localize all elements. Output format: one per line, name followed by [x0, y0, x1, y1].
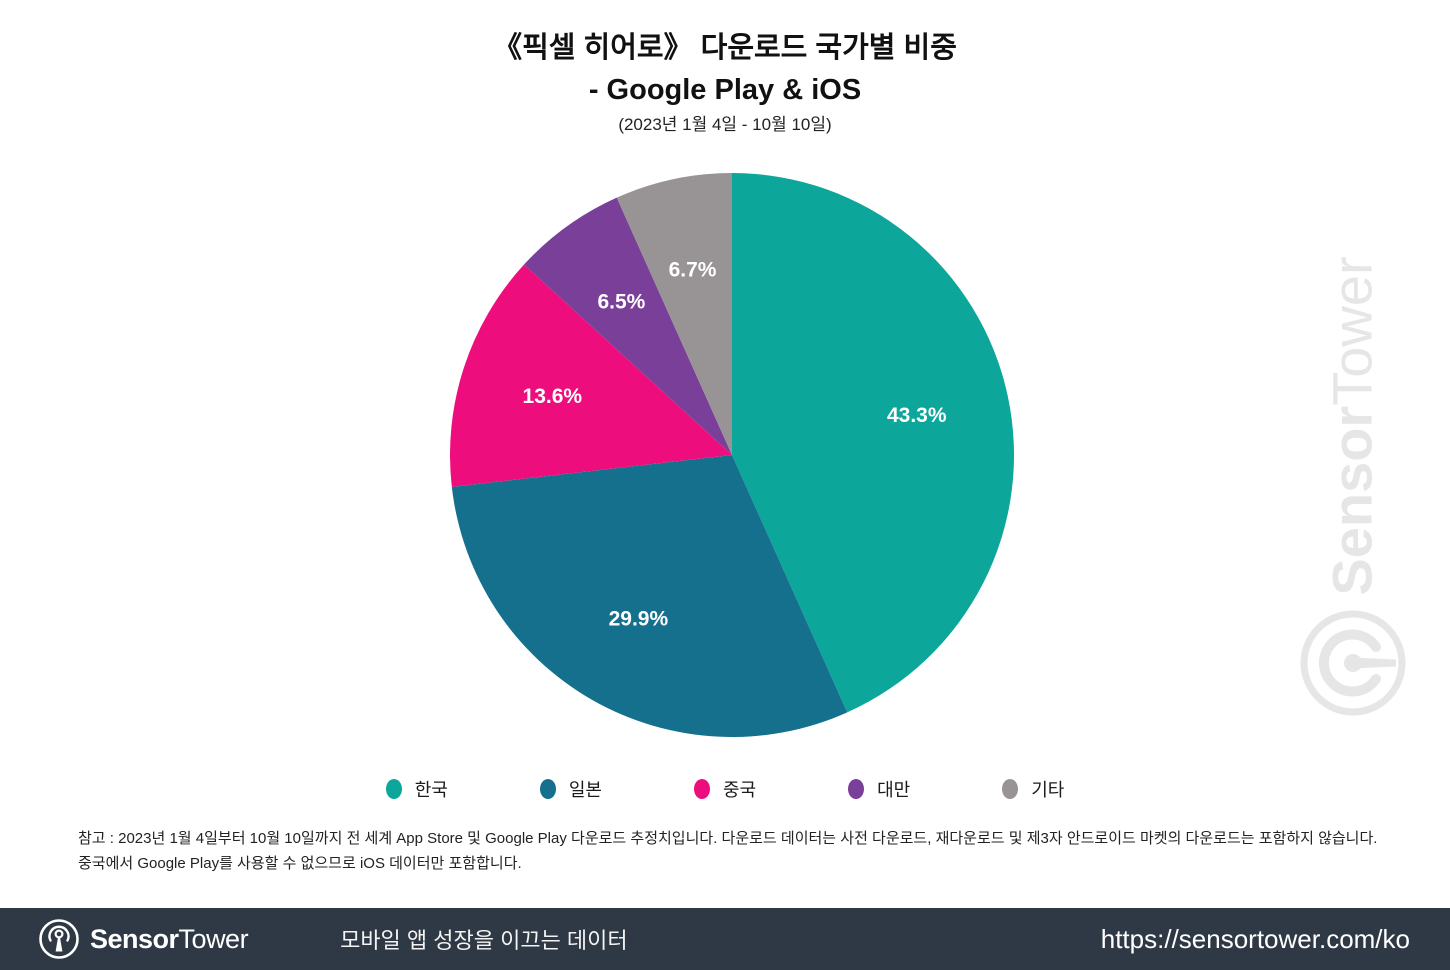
legend-dot-icon: [539, 779, 556, 799]
pie-slice-label-기타: 6.7%: [669, 259, 717, 282]
footnote: 참고 : 2023년 1월 4일부터 10월 10일까지 전 세계 App St…: [78, 826, 1388, 876]
chart-subtitle: (2023년 1월 4일 - 10월 10일): [618, 115, 832, 134]
footer-bar: SensorTower 모바일 앱 성장을 이끄는 데이터 https://se…: [0, 908, 1450, 970]
pie-slice-기타: [616, 173, 732, 455]
legend-item-대만: 대만: [848, 776, 910, 802]
chart-header: 《픽셀 히어로》 다운로드 국가별 비중 - Google Play & iOS…: [0, 27, 1450, 139]
pie-slice-한국: [732, 173, 1014, 713]
watermark-brand-regular: Tower: [1320, 256, 1384, 406]
legend-label: 중국: [722, 780, 757, 800]
footer-brand-text: SensorTower: [90, 923, 249, 955]
legend-dot-icon: [693, 779, 710, 799]
legend-item-중국: 중국: [693, 776, 757, 802]
footer-url-link[interactable]: https://sensortower.com/ko: [1100, 923, 1410, 954]
footnote-line1: 참고 : 2023년 1월 4일부터 10월 10일까지 전 세계 App St…: [78, 830, 1378, 847]
footnote-line2: 중국에서 Google Play를 사용할 수 없으므로 iOS 데이터만 포함…: [78, 855, 522, 872]
chart-title-line2: - Google Play & iOS: [588, 74, 862, 106]
footer-tagline: 모바일 앱 성장을 이끄는 데이터: [340, 928, 628, 953]
legend-dot-icon: [848, 779, 865, 799]
legend-item-한국: 한국: [385, 776, 448, 802]
legend-dot-icon: [385, 779, 402, 799]
legend-label: 한국: [414, 780, 448, 800]
pie-slice-중국: [450, 264, 732, 487]
legend-label: 기타: [1031, 780, 1065, 800]
footer-brand-regular: Tower: [178, 923, 249, 954]
chart-legend: 한국 일본 중국 대만 기타: [0, 776, 1450, 802]
pie-slice-label-대만: 6.5%: [597, 290, 645, 313]
pie-slice-label-한국: 43.3%: [887, 404, 947, 427]
legend-item-일본: 일본: [539, 776, 602, 802]
sensortower-gauge-logo-icon: [1300, 610, 1406, 716]
pie-slice-대만: [524, 197, 732, 455]
pie-slice-label-일본: 29.9%: [609, 608, 669, 631]
legend-dot-icon: [1002, 779, 1019, 799]
chart-title-line1: 《픽셀 히어로》 다운로드 국가별 비중: [493, 32, 957, 64]
watermark-brand-bold: Sensor: [1320, 405, 1384, 596]
legend-label: 일본: [568, 780, 602, 800]
pie-slice-일본: [451, 455, 848, 737]
pie-chart-svg: 43.3% 29.9% 13.6% 6.5% 6.7%: [450, 173, 1014, 737]
footer-brand-bold: Sensor: [90, 923, 179, 954]
legend-label: 대만: [877, 780, 911, 800]
pie-slice-label-중국: 13.6%: [523, 385, 583, 408]
legend-item-기타: 기타: [1002, 776, 1064, 802]
sensortower-tower-logo-icon: [39, 919, 79, 959]
pie-chart: 43.3% 29.9% 13.6% 6.5% 6.7%: [450, 173, 1014, 737]
watermark-brand-text: SensorTower: [1320, 234, 1384, 619]
